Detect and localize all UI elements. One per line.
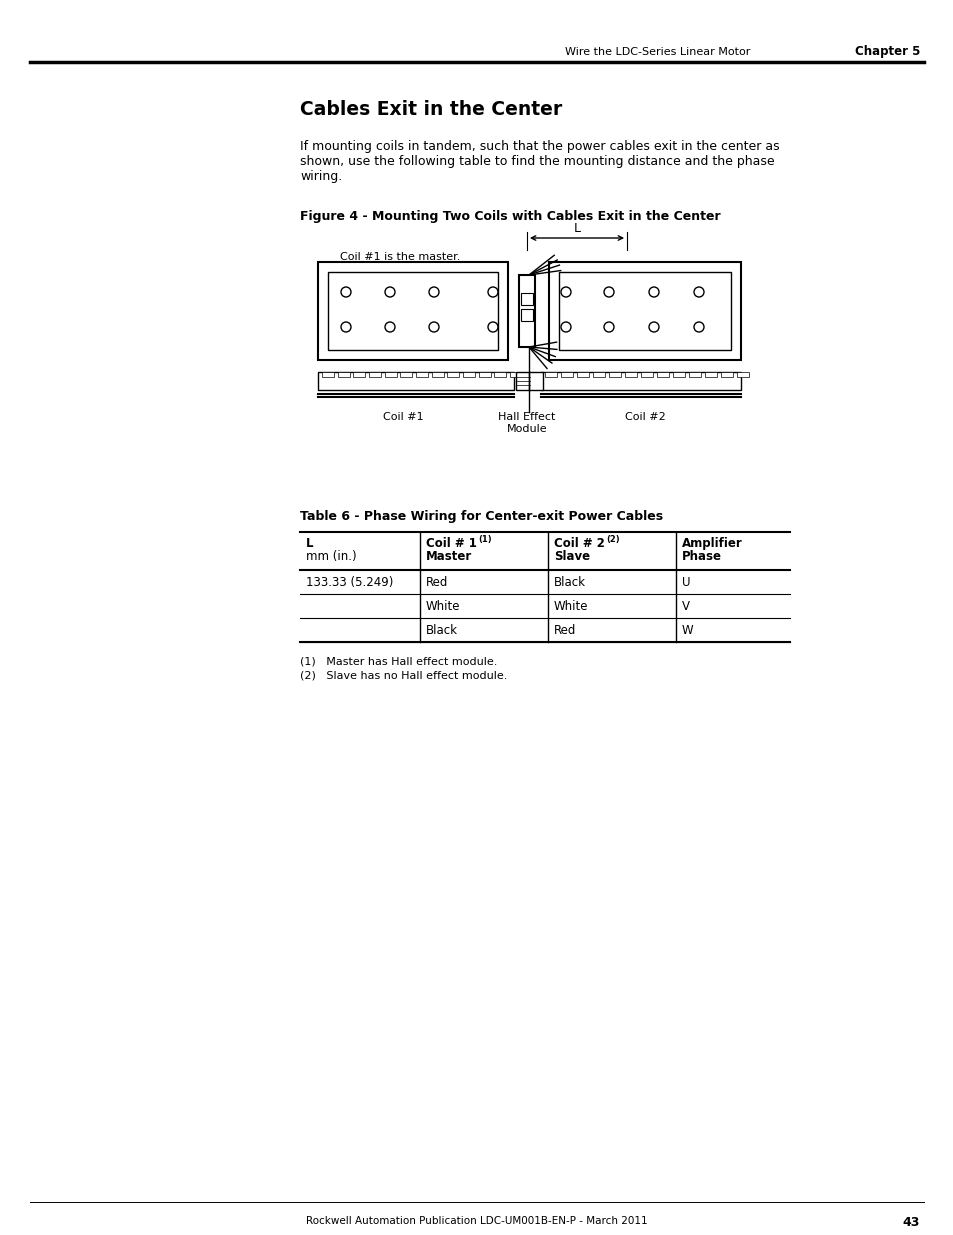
Bar	[577, 372, 588, 377]
Text: V: V	[681, 600, 689, 613]
Bar	[462, 372, 475, 377]
Bar	[447, 372, 458, 377]
Bar	[737, 372, 748, 377]
Bar	[560, 372, 573, 377]
Bar	[558, 272, 730, 350]
Text: Coil #1 is the master.: Coil #1 is the master.	[339, 252, 460, 262]
Bar	[548, 262, 740, 359]
Bar	[540, 372, 740, 390]
Bar	[400, 372, 412, 377]
Text: L: L	[306, 537, 314, 550]
Bar	[593, 372, 604, 377]
Text: (2): (2)	[605, 535, 619, 543]
Text: White: White	[426, 600, 460, 613]
Bar	[510, 372, 521, 377]
Text: Red: Red	[554, 624, 576, 637]
Text: Figure 4 - Mounting Two Coils with Cables Exit in the Center: Figure 4 - Mounting Two Coils with Cable…	[299, 210, 720, 224]
Bar	[353, 372, 365, 377]
Text: shown, use the following table to find the mounting distance and the phase: shown, use the following table to find t…	[299, 156, 774, 168]
Text: Rockwell Automation Publication LDC-UM001B-EN-P - March 2011: Rockwell Automation Publication LDC-UM00…	[306, 1216, 647, 1226]
Bar	[608, 372, 620, 377]
Bar	[416, 372, 428, 377]
Bar	[672, 372, 684, 377]
Text: Amplifier: Amplifier	[681, 537, 742, 550]
Text: Red: Red	[426, 576, 448, 589]
Bar	[516, 372, 530, 390]
Text: If mounting coils in tandem, such that the power cables exit in the center as: If mounting coils in tandem, such that t…	[299, 140, 779, 153]
Text: Phase: Phase	[681, 550, 721, 563]
Text: L: L	[573, 222, 579, 235]
Bar	[337, 372, 350, 377]
Bar	[494, 372, 506, 377]
Text: Wire the LDC-Series Linear Motor: Wire the LDC-Series Linear Motor	[564, 47, 749, 57]
Bar	[317, 372, 514, 390]
Text: W: W	[681, 624, 693, 637]
Bar	[369, 372, 380, 377]
Text: Coil #1: Coil #1	[382, 412, 423, 422]
Text: Cables Exit in the Center: Cables Exit in the Center	[299, 100, 561, 119]
Text: wiring.: wiring.	[299, 170, 342, 183]
Bar	[431, 372, 443, 377]
Bar	[624, 372, 637, 377]
Bar	[328, 272, 497, 350]
Bar	[520, 309, 533, 321]
Text: Slave: Slave	[554, 550, 590, 563]
Text: Table 6 - Phase Wiring for Center-exit Power Cables: Table 6 - Phase Wiring for Center-exit P…	[299, 510, 662, 522]
Text: Coil # 2: Coil # 2	[554, 537, 604, 550]
Text: 133.33 (5.249): 133.33 (5.249)	[306, 576, 393, 589]
Text: (1): (1)	[477, 535, 491, 543]
Text: White: White	[554, 600, 588, 613]
Bar	[657, 372, 668, 377]
Bar	[529, 372, 542, 390]
Text: Hall Effect
Module: Hall Effect Module	[497, 412, 555, 433]
Text: (1)   Master has Hall effect module.: (1) Master has Hall effect module.	[299, 656, 497, 666]
Bar	[520, 293, 533, 305]
Bar	[322, 372, 334, 377]
Text: 43: 43	[902, 1216, 919, 1229]
Bar	[688, 372, 700, 377]
Text: Black: Black	[554, 576, 585, 589]
Bar	[720, 372, 732, 377]
Text: Coil # 1: Coil # 1	[426, 537, 476, 550]
Bar	[317, 262, 507, 359]
Text: Black: Black	[426, 624, 457, 637]
Text: mm (in.): mm (in.)	[306, 550, 356, 563]
Text: Coil #2: Coil #2	[624, 412, 664, 422]
Text: Master: Master	[426, 550, 472, 563]
Bar	[704, 372, 717, 377]
Bar	[640, 372, 652, 377]
Bar	[518, 275, 535, 347]
Bar	[384, 372, 396, 377]
Bar	[544, 372, 557, 377]
Text: (2)   Slave has no Hall effect module.: (2) Slave has no Hall effect module.	[299, 671, 507, 680]
Text: U: U	[681, 576, 690, 589]
Bar	[478, 372, 490, 377]
Text: Chapter 5: Chapter 5	[854, 46, 919, 58]
